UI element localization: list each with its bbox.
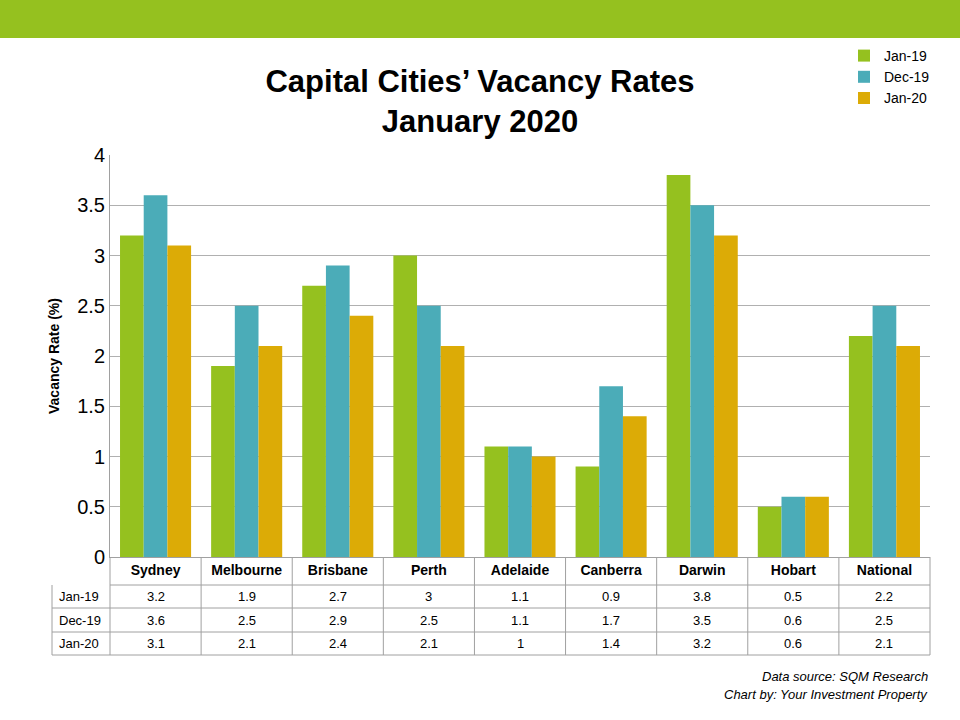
svg-text:2.5: 2.5 [238,613,256,628]
svg-text:Jan-19: Jan-19 [59,589,99,604]
svg-text:1.1: 1.1 [511,613,529,628]
svg-text:2.2: 2.2 [875,589,893,604]
svg-text:Canberra: Canberra [580,562,642,578]
svg-text:Jan-20: Jan-20 [59,636,99,651]
svg-text:2.5: 2.5 [875,613,893,628]
svg-text:Melbourne: Melbourne [211,562,282,578]
svg-text:1.1: 1.1 [511,589,529,604]
svg-text:3.8: 3.8 [693,589,711,604]
svg-text:0: 0 [94,546,105,568]
svg-text:Data source: SQM Research: Data source: SQM Research [762,669,928,684]
svg-text:National: National [857,562,912,578]
svg-text:Jan-20: Jan-20 [884,90,927,106]
svg-text:1: 1 [517,636,524,651]
svg-text:0.5: 0.5 [77,496,105,518]
svg-text:2.9: 2.9 [329,613,347,628]
svg-text:3.6: 3.6 [147,613,165,628]
svg-text:0.6: 0.6 [784,613,802,628]
svg-text:Brisbane: Brisbane [308,562,368,578]
svg-text:3.5: 3.5 [77,194,105,216]
svg-text:2.5: 2.5 [77,295,105,317]
svg-text:1.5: 1.5 [77,395,105,417]
svg-text:2.1: 2.1 [875,636,893,651]
svg-text:0.9: 0.9 [602,589,620,604]
svg-text:Darwin: Darwin [679,562,726,578]
svg-text:1: 1 [94,446,105,468]
svg-text:Perth: Perth [411,562,447,578]
svg-text:0.5: 0.5 [784,589,802,604]
svg-text:1.7: 1.7 [602,613,620,628]
svg-text:2.1: 2.1 [420,636,438,651]
svg-text:Dec-19: Dec-19 [59,613,101,628]
svg-text:2.4: 2.4 [329,636,347,651]
svg-text:1.9: 1.9 [238,589,256,604]
svg-text:0.6: 0.6 [784,636,802,651]
svg-text:2.1: 2.1 [238,636,256,651]
svg-text:3: 3 [425,589,432,604]
svg-text:Capital Cities’ Vacancy RatesJ: Capital Cities’ Vacancy RatesJanuary 202… [265,64,694,139]
svg-text:Adelaide: Adelaide [491,562,550,578]
svg-text:Chart by: Your Investment Prop: Chart by: Your Investment Property [724,687,928,702]
svg-text:2: 2 [94,345,105,367]
svg-text:3.1: 3.1 [147,636,165,651]
svg-text:Jan-19: Jan-19 [884,48,927,64]
svg-text:3.2: 3.2 [693,636,711,651]
svg-text:2.5: 2.5 [420,613,438,628]
svg-text:4: 4 [94,144,105,166]
svg-text:1.4: 1.4 [602,636,620,651]
svg-text:3.2: 3.2 [147,589,165,604]
svg-text:2.7: 2.7 [329,589,347,604]
svg-text:Vacancy Rate (%): Vacancy Rate (%) [46,298,62,414]
svg-text:3: 3 [94,245,105,267]
svg-text:Sydney: Sydney [131,562,181,578]
svg-text:3.5: 3.5 [693,613,711,628]
svg-text:Hobart: Hobart [771,562,816,578]
svg-text:Dec-19: Dec-19 [884,69,929,85]
